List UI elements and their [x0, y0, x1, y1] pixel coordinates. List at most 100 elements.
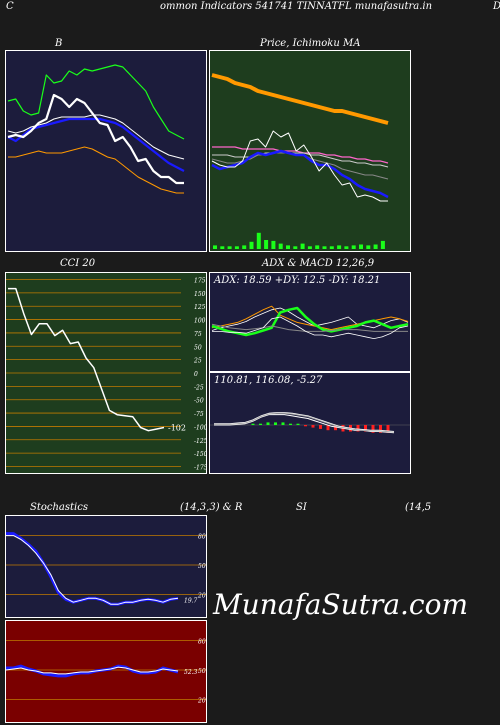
- adx-macd-title: ADX & MACD 12,26,9: [262, 258, 375, 269]
- signal-line: [214, 412, 395, 432]
- volume-bar: [234, 246, 239, 249]
- stochastics-params: (14,3,3) & R: [180, 502, 243, 513]
- price-ma-panel: [209, 50, 411, 252]
- williams-r-chart: 80 50 20 52.3: [6, 639, 206, 704]
- volume-bar: [322, 246, 327, 249]
- price-ma-title: Price, Ichimoku MA: [260, 38, 361, 49]
- price-ma-chart: [211, 73, 389, 249]
- macd-histogram-bar: [386, 425, 390, 433]
- stoch-k-line: [6, 535, 179, 605]
- cci-tick-label: 125: [194, 304, 206, 311]
- adx-panel: ADX: 18.59 +DY: 12.5 -DY: 18.21: [209, 272, 411, 372]
- ma-blue: [211, 149, 389, 199]
- bollinger-chart: [7, 64, 185, 194]
- macd-histogram-bar: [356, 425, 360, 432]
- volume-bar: [213, 245, 217, 249]
- cci-tick-label: -175: [194, 465, 206, 472]
- cci-tick-label: -25: [194, 384, 204, 391]
- volume-bar: [366, 245, 371, 249]
- macd-histogram-bar: [289, 423, 292, 425]
- rsi-params: (14,5: [405, 502, 432, 513]
- macd-histogram-bar: [251, 423, 255, 425]
- macd-histogram-bar: [319, 425, 322, 429]
- bollinger-title: B: [55, 38, 63, 49]
- macd-readout: 110.81, 116.08, -5.27: [214, 375, 323, 386]
- wr-white-line: [6, 666, 179, 675]
- cci-tick-label: 175: [194, 278, 206, 285]
- ma-pink: [212, 146, 389, 164]
- macd-panel: 110.81, 116.08, -5.27: [209, 372, 411, 474]
- volume-bar: [227, 246, 232, 249]
- macd-histogram-bar: [281, 422, 285, 425]
- volume-bar: [242, 245, 247, 249]
- cci-tick-label: -75: [194, 411, 204, 418]
- adx-grey-line: [211, 323, 408, 332]
- cci-chart: 175 150 125 100 75 50 25 0 -25 -50 -75 -100 -125 -150…: [6, 278, 206, 472]
- macd-histogram-bar: [371, 425, 375, 433]
- wr-tick-label: 20: [197, 697, 206, 704]
- macd-histogram-bar: [259, 423, 262, 425]
- ma-long-orange: [211, 73, 389, 125]
- cci-tick-label: 150: [194, 291, 206, 298]
- volume-bar: [344, 246, 349, 249]
- williams-r-panel: 80 50 20 52.3: [5, 620, 207, 723]
- cci-line: [8, 287, 165, 432]
- volume-bar: [359, 244, 363, 249]
- cci-last-label: -102: [168, 423, 186, 432]
- macd-histogram-bar: [274, 422, 277, 425]
- bollinger-price-line: [7, 93, 184, 185]
- watermark: MunafaSutra.com: [213, 588, 469, 621]
- volume-bar: [351, 245, 356, 249]
- volume-bar: [300, 243, 305, 249]
- cci-tick-label: -125: [194, 438, 206, 445]
- stoch-d-line: [6, 532, 179, 606]
- cci-tick-label: 50: [194, 344, 202, 351]
- volume-bar: [315, 245, 320, 249]
- wr-tick-label: 50: [198, 668, 206, 675]
- stoch-tick-label: 80: [198, 534, 206, 541]
- ma-grey: [212, 152, 389, 168]
- cci-tick-label: -150: [194, 451, 206, 458]
- cci-title: CCI 20: [60, 258, 96, 269]
- volume-bar: [278, 243, 283, 249]
- macd-histogram-bar: [364, 425, 367, 432]
- volume-bar: [293, 246, 298, 249]
- price-line: [211, 130, 388, 202]
- cci-tick-label: 25: [193, 358, 202, 365]
- header-right-letter: D: [493, 1, 500, 12]
- macd-histogram-bar: [379, 425, 382, 433]
- page-title: ommon Indicators 541741 TINNATFL munafas…: [160, 1, 433, 12]
- wr-tick-label: 80: [198, 639, 206, 646]
- bollinger-panel: [5, 50, 207, 252]
- volume-bar: [264, 240, 269, 249]
- macd-histogram-bar: [266, 422, 270, 425]
- adx-white-2-line: [212, 316, 409, 339]
- wr-last-label: 52.3: [184, 669, 198, 676]
- header-left-letter: C: [6, 1, 14, 12]
- macd-histogram-bar: [311, 425, 315, 428]
- volume-bar: [256, 232, 261, 249]
- stoch-tick-label: 20: [197, 592, 206, 599]
- macd-histogram-bar: [326, 425, 330, 431]
- cci-tick-label: 0: [194, 371, 198, 378]
- bollinger-upper-band: [7, 64, 185, 140]
- plus-di-line: [211, 306, 409, 337]
- macd-histogram-bar: [296, 423, 300, 425]
- volume-bar: [380, 240, 385, 249]
- cci-tick-label: -50: [194, 398, 204, 405]
- cci-tick-label: 75: [194, 331, 202, 338]
- stoch-last-label: 19.7: [184, 597, 198, 604]
- macd-histogram-bar: [304, 425, 307, 427]
- stoch-tick-label: 50: [198, 563, 206, 570]
- volume-bar: [337, 245, 342, 249]
- volume-bar: [286, 245, 290, 249]
- cci-tick-label: -100: [194, 424, 206, 431]
- volume-bar: [271, 240, 276, 249]
- volume-bar: [220, 246, 225, 249]
- macd-histogram-bar: [334, 425, 337, 431]
- volume-bar: [329, 246, 334, 249]
- volume-bar: [249, 241, 254, 249]
- cci-panel: 175 150 125 100 75 50 25 0 -25 -50 -75 -100 -125 -150…: [5, 272, 207, 474]
- macd-avg-line: [214, 412, 395, 433]
- adx-line: [211, 307, 409, 331]
